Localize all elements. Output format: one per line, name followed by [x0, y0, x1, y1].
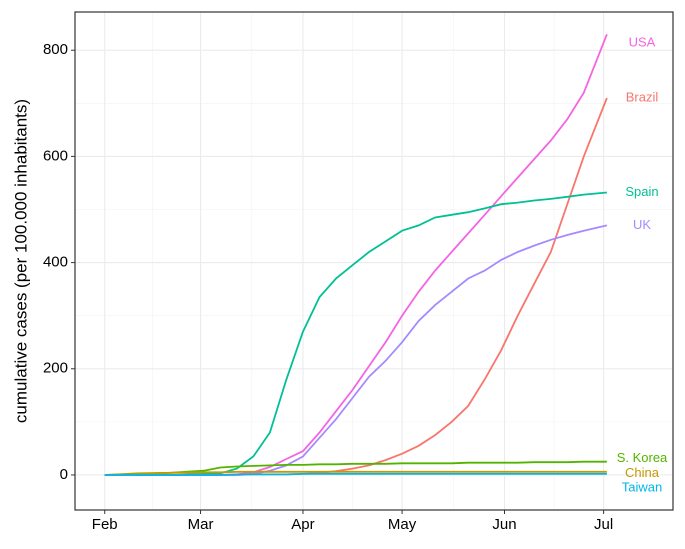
series-label: Spain: [625, 184, 658, 199]
y-tick-label: 600: [43, 147, 68, 164]
panel-border: [74, 11, 674, 511]
series-line: [104, 473, 607, 476]
x-tick-label: Apr: [291, 516, 314, 533]
y-axis-label: cumulative cases (per 100.000 inhabitant…: [11, 99, 30, 423]
y-tick-label: 800: [43, 41, 68, 58]
x-tick-label: Jun: [492, 516, 516, 533]
x-tick-label: May: [388, 516, 417, 533]
x-tick-label: Jul: [594, 516, 613, 533]
series-label: USA: [629, 35, 656, 50]
y-tick-label: 200: [43, 360, 68, 377]
series-label: China: [625, 465, 660, 480]
series-label: UK: [633, 217, 651, 232]
grid: [75, 12, 673, 510]
y-tick-label: 0: [60, 466, 68, 483]
x-tick-label: Mar: [188, 516, 214, 533]
series-line: [104, 460, 607, 476]
series-label: S. Korea: [617, 450, 668, 465]
x-tick-label: Feb: [92, 516, 118, 533]
y-tick-label: 400: [43, 254, 68, 271]
series-line: [104, 191, 607, 476]
lines: [104, 33, 608, 476]
series-label: Taiwan: [622, 479, 662, 494]
series-line: [104, 470, 607, 476]
panel: [75, 12, 673, 510]
series-label: Brazil: [626, 89, 659, 104]
